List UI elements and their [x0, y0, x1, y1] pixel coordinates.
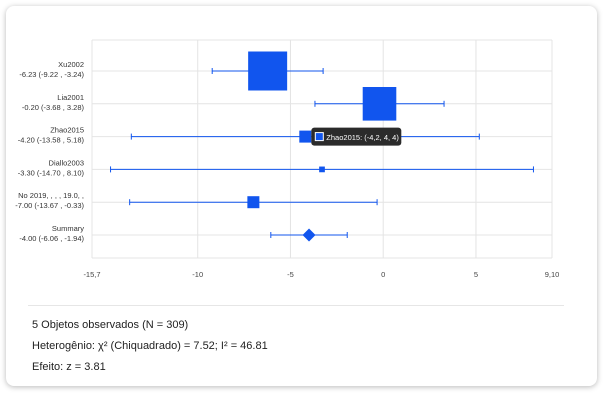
study-marker	[299, 130, 312, 143]
x-tick-label: -10	[192, 270, 203, 279]
study-marker	[248, 51, 288, 91]
study-marker	[362, 87, 397, 121]
summary-diamond	[302, 228, 316, 242]
x-axis-ticks: -15,7 -10 -5 0 5 9,10	[83, 270, 559, 279]
x-tick-label: 0	[381, 270, 385, 279]
study-ci-label: -0.20 (-3.68 , 3.28)	[22, 103, 85, 112]
study-ci-label: -6.23 (-9.22 , -3.24)	[19, 70, 84, 79]
study-name-label: Zhao2015	[50, 126, 84, 135]
grid-layer	[91, 39, 553, 259]
tooltip-swatch	[314, 132, 324, 142]
stats-footer: 5 Objetos observados (N = 309) Heterogên…	[32, 318, 572, 381]
chart-card	[6, 6, 597, 386]
footer-divider	[28, 305, 564, 306]
x-tick-label: -15,7	[83, 270, 100, 279]
tooltip-layer: Zhao2015: (-4,2, 4, 4)	[311, 127, 402, 146]
study-name-label: Summary	[52, 224, 84, 233]
study-ci-label: -3.30 (-14.70 , 8.10)	[18, 168, 85, 177]
tooltip-box	[311, 127, 402, 146]
study-marks	[110, 51, 534, 242]
study-name-label: Lia2001	[57, 93, 84, 102]
study-labels: Xu2002-6.23 (-9.22 , -3.24) Lia2001-0.20 …	[15, 60, 84, 243]
x-tick-label: -5	[287, 270, 294, 279]
x-tick-label: 9,10	[545, 270, 560, 279]
observed-count: 5 Objetos observados (N = 309)	[32, 319, 189, 331]
study-name-label: Diallo2003	[49, 158, 84, 167]
x-tick-label: 5	[474, 270, 478, 279]
study-name-label: Xu2002	[58, 60, 84, 69]
study-marker	[319, 166, 325, 173]
study-name-label: No 2019, , , , 19.0, ,	[18, 191, 84, 200]
effect-stat: Efeito: z = 3.81	[32, 361, 106, 373]
study-marker	[247, 196, 260, 209]
study-ci-label: -7.00 (-13.67 , -0.33)	[15, 201, 84, 210]
study-ci-label: -4.20 (-13.58 , 5.18)	[18, 136, 85, 145]
tooltip-text: Zhao2015: (-4,2, 4, 4)	[326, 133, 399, 142]
study-ci-label: -4.00 (-6.06 , -1.94)	[19, 234, 84, 243]
heterogeneity-stat: Heterogênio: χ² (Chiquadrado) = 7.52; I²…	[32, 340, 268, 352]
